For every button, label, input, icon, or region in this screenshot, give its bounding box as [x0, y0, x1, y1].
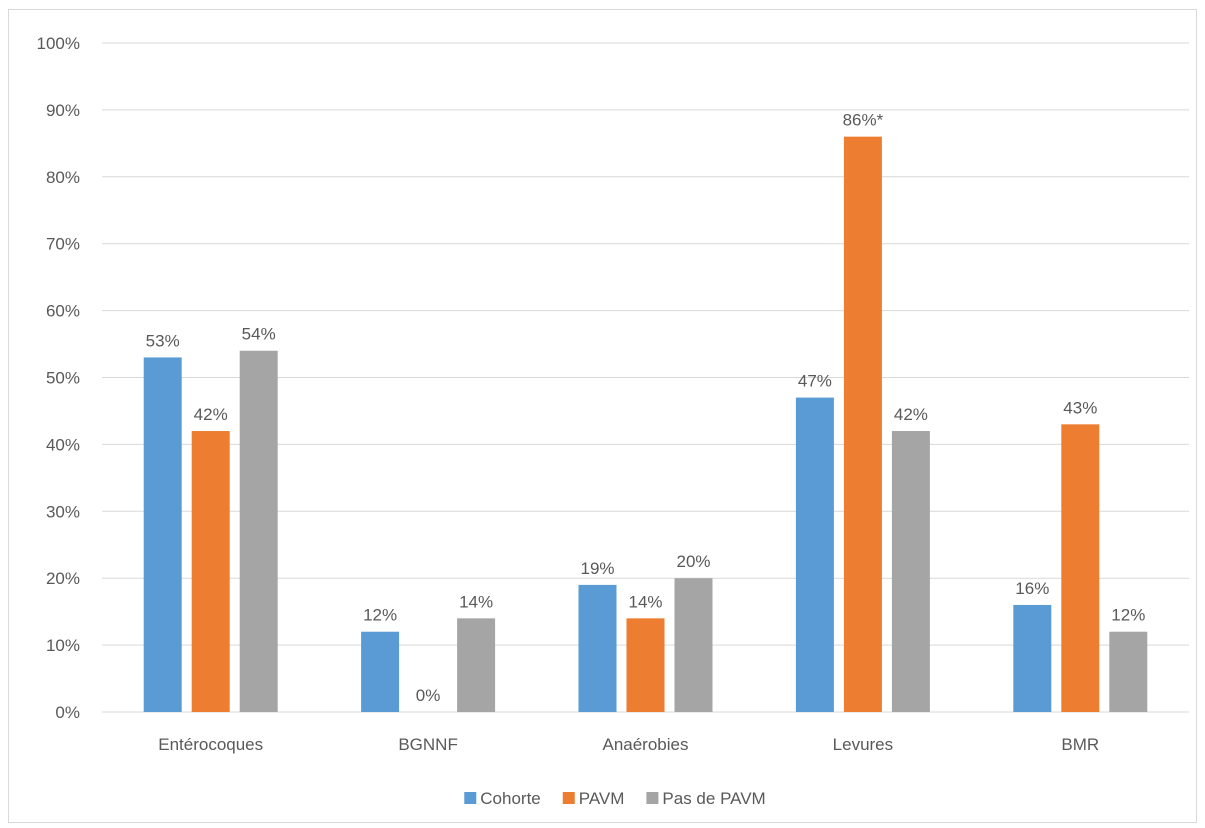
- y-tick-label: 50%: [46, 369, 80, 388]
- data-label: 12%: [363, 606, 397, 625]
- legend-label: PAVM: [579, 789, 625, 808]
- bar: [626, 618, 665, 712]
- bar: [578, 584, 617, 712]
- legend-label: Cohorte: [480, 789, 540, 808]
- bar: [1061, 424, 1100, 712]
- y-tick-label: 100%: [37, 34, 80, 53]
- category-label: Levures: [833, 735, 893, 754]
- bar: [891, 431, 930, 712]
- bar: [674, 578, 713, 712]
- y-tick-label: 20%: [46, 569, 80, 588]
- bar: [239, 350, 278, 712]
- data-labels: 53% 42% 54% 12% 0% 14% 19% 14% 20% 47% 86%* 42% 16% 4…: [146, 111, 1146, 705]
- data-label: 42%: [894, 405, 928, 424]
- data-label: 14%: [459, 592, 493, 611]
- data-label: 43%: [1063, 398, 1097, 417]
- data-label: 20%: [676, 552, 710, 571]
- category-label: Entérocoques: [158, 735, 263, 754]
- legend-swatch: [464, 792, 477, 804]
- y-tick-label: 90%: [46, 101, 80, 120]
- bar: [457, 618, 496, 712]
- category-label: BGNNF: [398, 735, 458, 754]
- category-label: Anaérobies: [602, 735, 688, 754]
- data-label: 47%: [798, 372, 832, 391]
- y-tick-label: 30%: [46, 502, 80, 521]
- bar: [1013, 604, 1052, 712]
- legend-label: Pas de PAVM: [662, 789, 765, 808]
- data-label: 14%: [628, 592, 662, 611]
- legend: Cohorte PAVM Pas de PAVM: [464, 789, 766, 808]
- y-tick-label: 40%: [46, 435, 80, 454]
- bar-series: [143, 136, 1148, 712]
- legend-swatch: [562, 792, 575, 804]
- legend-swatch: [646, 792, 659, 804]
- y-tick-label: 0%: [55, 703, 80, 722]
- data-label: 42%: [194, 405, 228, 424]
- bar: [795, 397, 834, 712]
- legend-item: Pas de PAVM: [646, 789, 766, 808]
- gridlines: [102, 42, 1189, 713]
- bar: [1109, 631, 1148, 712]
- bar: [143, 357, 182, 712]
- category-label: BMR: [1061, 735, 1099, 754]
- bar: [191, 431, 230, 712]
- data-label: 19%: [580, 559, 614, 578]
- y-tick-label: 80%: [46, 168, 80, 187]
- data-label: 53%: [146, 331, 180, 350]
- y-tick-label: 10%: [46, 636, 80, 655]
- bar: [843, 136, 882, 712]
- data-label: 0%: [416, 686, 441, 705]
- data-label: 12%: [1111, 606, 1145, 625]
- bar: [361, 631, 400, 712]
- x-axis-category-labels: Entérocoques BGNNF Anaérobies Levures BMR: [158, 735, 1099, 754]
- y-tick-label: 60%: [46, 302, 80, 321]
- data-label: 86%*: [843, 111, 884, 130]
- y-tick-label: 70%: [46, 235, 80, 254]
- data-label: 16%: [1015, 579, 1049, 598]
- legend-item: Cohorte: [464, 789, 541, 808]
- data-label: 54%: [242, 325, 276, 344]
- legend-item: PAVM: [562, 789, 625, 808]
- y-axis-tick-labels: 0% 10% 20% 30% 40% 50% 60% 70% 80% 90% 100%: [37, 34, 80, 722]
